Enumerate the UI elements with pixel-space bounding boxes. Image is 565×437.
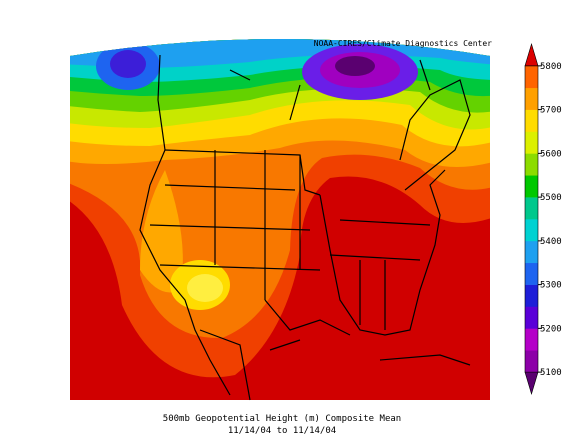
height-map bbox=[70, 39, 490, 400]
colorbar-tick-label: 5500 bbox=[540, 193, 562, 203]
map-subtitle: 11/14/04 to 11/14/04 bbox=[228, 426, 336, 436]
colorbar-band bbox=[525, 175, 538, 198]
map-title: 500mb Geopotential Height (m) Composite … bbox=[163, 414, 401, 424]
colorbar-frame bbox=[524, 65, 539, 373]
colorbar-band bbox=[525, 240, 538, 264]
colorbar: 5100 5200 5300 5400 5500 5600 5700 5800 bbox=[524, 42, 562, 396]
colorbar-tick-label: 5400 bbox=[540, 237, 562, 247]
colorbar-band bbox=[525, 350, 538, 373]
colorbar-tick-label: 5700 bbox=[540, 106, 562, 116]
colorbar-band bbox=[525, 197, 538, 220]
colorbar-band bbox=[525, 65, 538, 89]
colorbar-band bbox=[525, 284, 538, 307]
colorbar-band bbox=[525, 262, 538, 285]
colorbar-band bbox=[525, 153, 538, 176]
colorbar-band bbox=[525, 306, 538, 329]
colorbar-band bbox=[525, 328, 538, 351]
colorbar-band bbox=[525, 87, 538, 110]
outlines bbox=[139, 54, 471, 401]
colorbar-end bbox=[524, 371, 539, 396]
credit: NOAA-CIRES/Climate Diagnostics Center bbox=[314, 39, 492, 48]
colorbar-tick-label: 5800 bbox=[540, 62, 562, 72]
colorbar-tick-label: 5600 bbox=[540, 149, 562, 159]
colorbar-tick-label: 5300 bbox=[540, 281, 562, 291]
colorbar-band bbox=[525, 109, 538, 132]
colorbar-end bbox=[524, 42, 539, 67]
colorbar-band bbox=[525, 131, 538, 154]
colorbar-tick-label: 5200 bbox=[540, 324, 562, 334]
colorbar-tick-label: 5100 bbox=[540, 368, 562, 378]
colorbar-band bbox=[525, 219, 538, 242]
